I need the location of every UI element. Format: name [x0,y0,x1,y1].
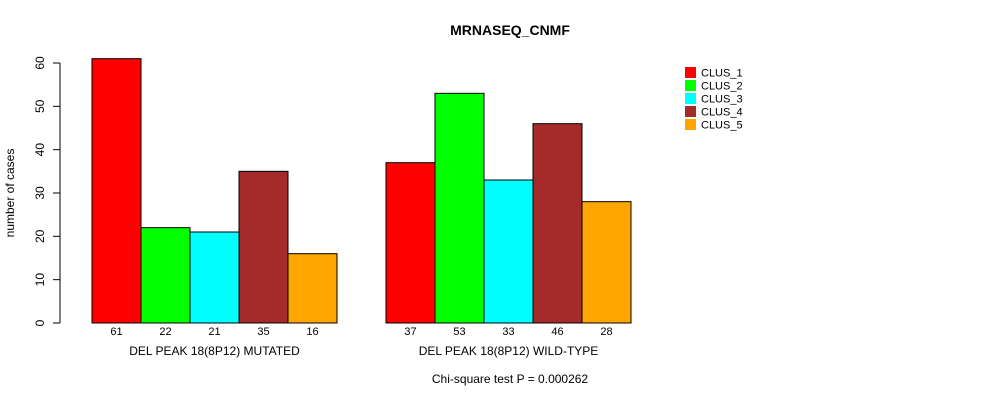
bar-value-label: 37 [404,326,416,338]
bar-clus-2-group-1 [140,227,191,324]
legend-swatch [685,93,696,104]
legend-swatch [685,106,696,117]
bar-value-label: 33 [502,326,514,338]
bar-value-label: 46 [551,326,563,338]
bar-clus-5-group-1 [287,253,338,324]
bar-clus-4-group-2 [532,123,583,324]
y-tick-label: 30 [33,186,47,200]
legend-label: CLUS_2 [701,81,743,93]
bar-clus-2-group-2 [434,92,485,324]
bar-value-label: 35 [257,326,269,338]
legend-swatch [685,119,696,130]
y-tick-label: 40 [33,143,47,157]
chart-title: MRNASEQ_CNMF [450,22,570,38]
y-axis: 0 10 20 30 40 50 60 [33,56,61,326]
bars [91,58,632,324]
bar-clus-4-group-1 [238,170,289,324]
legend-swatch [685,67,696,78]
legend-label: CLUS_4 [701,107,743,119]
bar-value-label: 22 [159,326,171,338]
bar-value-label: 21 [208,326,220,338]
y-tick-label: 0 [33,319,47,326]
y-tick-label: 10 [33,273,47,287]
group-label: DEL PEAK 18(8P12) MUTATED [129,344,300,358]
legend-label: CLUS_5 [701,120,743,132]
y-axis-label: number of cases [3,149,17,238]
bar-value-label: 16 [306,326,318,338]
bar-clus-3-group-1 [189,231,240,324]
group-label: DEL PEAK 18(8P12) WILD-TYPE [419,344,599,358]
bar-clus-1-group-2 [385,162,436,324]
legend-label: CLUS_3 [701,94,743,106]
legend-swatch [685,80,696,91]
bar-clus-3-group-2 [483,179,534,324]
bar-value-label: 28 [600,326,612,338]
group-labels: DEL PEAK 18(8P12) MUTATED DEL PEAK 18(8P1… [129,344,598,358]
value-labels: 61 22 21 35 16 37 53 33 46 28 [110,326,612,338]
chi-square-footnote: Chi-square test P = 0.000262 [432,372,589,386]
bar-clus-1-group-1 [91,58,142,324]
bar-clus-5-group-2 [581,201,632,324]
bar-value-label: 53 [453,326,465,338]
y-tick-label: 20 [33,229,47,243]
y-tick-label: 50 [33,99,47,113]
legend-label: CLUS_1 [701,68,743,80]
bar-value-label: 61 [110,326,122,338]
y-tick-label: 60 [33,56,47,70]
